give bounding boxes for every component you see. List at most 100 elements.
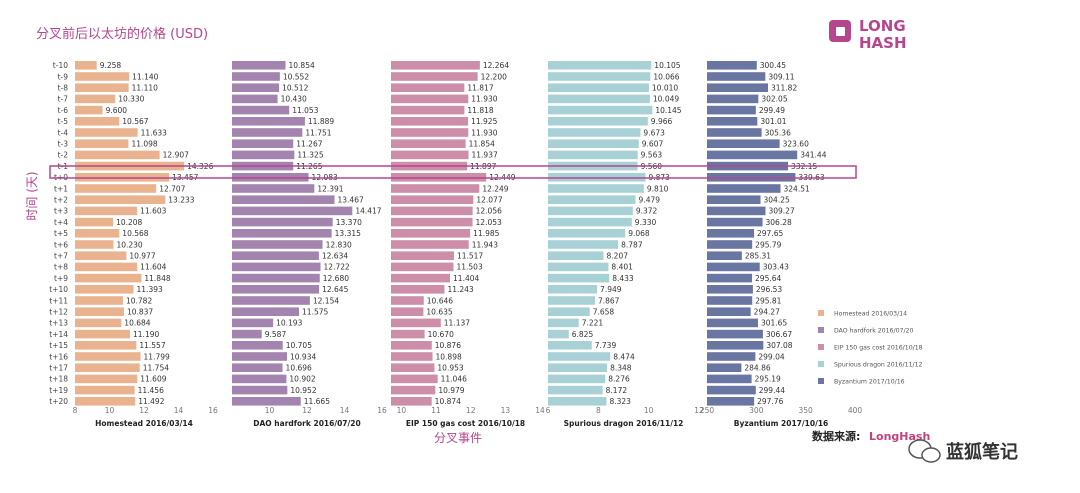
- bar: [707, 385, 756, 395]
- value-label: 11.604: [140, 263, 166, 272]
- value-label: 11.404: [453, 274, 479, 283]
- value-label: 304.25: [764, 196, 790, 205]
- bar: [707, 251, 742, 260]
- value-label: 8.474: [613, 352, 635, 361]
- row-label: t-4: [58, 128, 69, 137]
- bar: [232, 397, 301, 406]
- logo-line1: LONG: [859, 17, 906, 35]
- value-label: 10.568: [122, 229, 148, 238]
- value-label: 11.557: [139, 341, 165, 350]
- value-label: 10.105: [654, 61, 680, 70]
- bar: [391, 105, 465, 115]
- panels: 9.258 11.140 11.110 10.330 9.600 10.567 11.633…: [73, 61, 862, 428]
- bar: [75, 285, 134, 294]
- value-label: 12.391: [317, 184, 343, 193]
- value-label: 9.810: [647, 184, 669, 193]
- bar: [75, 117, 120, 126]
- value-label: 10.567: [122, 117, 148, 126]
- bar: [707, 262, 760, 272]
- logo-line2: HASH: [859, 34, 907, 52]
- source-link[interactable]: LongHash: [869, 430, 930, 443]
- bar: [232, 341, 283, 350]
- bar: [548, 206, 633, 216]
- bar: [548, 229, 626, 238]
- tick-label: 12: [466, 406, 476, 415]
- value-label: 10.874: [435, 397, 461, 406]
- bar: [391, 72, 478, 81]
- value-label: 11.456: [138, 386, 164, 395]
- value-label: 11.267: [296, 140, 322, 149]
- bar: [232, 240, 323, 249]
- value-label: 10.953: [437, 364, 463, 373]
- value-label: 11.943: [472, 240, 498, 249]
- value-label: 9.372: [636, 207, 658, 216]
- bar: [707, 329, 763, 339]
- value-label: 8.433: [612, 274, 634, 283]
- row-label: t+15: [49, 341, 68, 350]
- value-label: 10.512: [282, 84, 308, 93]
- bar: [75, 352, 141, 361]
- bar: [232, 273, 320, 283]
- bar: [232, 251, 319, 260]
- tick-label: 14: [535, 406, 545, 415]
- legend-swatch: [818, 310, 824, 316]
- row-label: t-2: [58, 151, 69, 160]
- bar: [75, 139, 129, 148]
- bar: [548, 61, 652, 70]
- legend-label: Byzantium 2017/10/16: [834, 379, 905, 386]
- bar: [75, 61, 97, 70]
- row-label: t+18: [49, 375, 68, 384]
- bar: [232, 363, 283, 372]
- value-label: 301.65: [761, 319, 787, 328]
- bar: [548, 385, 603, 395]
- panel: 12.264 12.200 11.817 11.930 11.818 11.925 11.9…: [391, 61, 545, 428]
- value-label: 11.517: [457, 252, 483, 261]
- bar: [75, 318, 122, 328]
- tick-label: 13: [501, 406, 511, 415]
- bar: [232, 385, 288, 395]
- value-label: 323.60: [783, 140, 809, 149]
- bar: [707, 117, 758, 126]
- value-label: 10.898: [436, 352, 462, 361]
- value-label: 12.249: [482, 184, 508, 193]
- value-label: 7.658: [593, 308, 615, 317]
- value-label: 10.902: [289, 375, 315, 384]
- value-label: 306.28: [766, 218, 792, 227]
- legend-swatch: [818, 361, 824, 367]
- value-label: 6.825: [572, 330, 594, 339]
- bar: [232, 139, 294, 148]
- chart-title: 分叉前后以太坊的价格 (USD): [36, 26, 208, 42]
- row-label: t+6: [54, 240, 68, 249]
- value-label: 8.323: [609, 397, 631, 406]
- value-label: 10.330: [118, 95, 144, 104]
- value-label: 7.867: [598, 296, 620, 305]
- bar: [75, 229, 120, 238]
- highlight-row-frame: [49, 165, 857, 179]
- panel-title: Homestead 2016/03/14: [95, 419, 193, 428]
- bar: [232, 184, 315, 193]
- row-label: t+12: [49, 308, 68, 317]
- value-label: 11.046: [441, 375, 467, 384]
- bar: [232, 374, 287, 384]
- bar: [548, 341, 592, 350]
- value-label: 11.190: [133, 330, 159, 339]
- value-label: 10.430: [281, 95, 307, 104]
- value-label: 11.930: [471, 128, 497, 137]
- value-label: 12.680: [323, 274, 349, 283]
- bar: [548, 150, 638, 160]
- value-label: 285.31: [745, 252, 771, 261]
- logo-icon: [829, 20, 851, 42]
- tick-label: 300: [749, 406, 764, 415]
- value-label: 8.207: [607, 252, 629, 261]
- value-label: 13.370: [336, 218, 362, 227]
- value-label: 10.193: [276, 319, 302, 328]
- bar: [391, 61, 480, 70]
- bar: [707, 105, 756, 115]
- bar: [75, 397, 136, 406]
- value-label: 11.799: [144, 352, 170, 361]
- value-label: 11.665: [304, 397, 330, 406]
- value-label: 12.053: [476, 218, 502, 227]
- tick-label: 11: [431, 406, 441, 415]
- bar: [391, 128, 469, 137]
- bar: [391, 117, 469, 126]
